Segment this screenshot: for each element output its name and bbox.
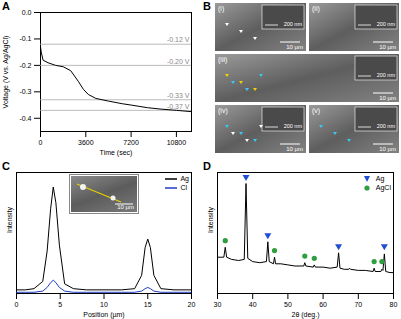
- svg-text:-0.1: -0.1: [19, 35, 31, 42]
- html-text:AgCl: AgCl: [375, 184, 391, 191]
- svg-text:(iii): (iii): [218, 56, 227, 64]
- svg-text:(v): (v): [312, 107, 320, 115]
- svg-text:200 nm: 200 nm: [377, 72, 396, 78]
- svg-text:-0.2: -0.2: [19, 62, 31, 69]
- html-text:10 µm: 10 µm: [117, 204, 134, 210]
- svg-text:200 nm: 200 nm: [284, 123, 303, 129]
- svg-text:60: 60: [319, 301, 327, 308]
- html-text:A: A: [2, 0, 10, 12]
- svg-text:0: 0: [39, 139, 43, 146]
- svg-text:40: 40: [249, 301, 257, 308]
- svg-text:10 µm: 10 µm: [379, 95, 396, 101]
- svg-text:10 µm: 10 µm: [286, 146, 303, 152]
- svg-text:-0.12 V: -0.12 V: [167, 36, 190, 43]
- svg-text:Voltage (V vs. Ag/AgCl): Voltage (V vs. Ag/AgCl): [2, 36, 10, 109]
- html-text:Ag: Ag: [180, 175, 189, 182]
- html-text:Cl: Cl: [180, 184, 188, 191]
- svg-text:30: 30: [214, 301, 222, 308]
- svg-text:-0.4: -0.4: [19, 115, 31, 122]
- svg-text:(ii): (ii): [312, 5, 320, 13]
- html-text:C: C: [2, 160, 10, 172]
- svg-text:200 nm: 200 nm: [377, 21, 396, 27]
- svg-text:-0.37 V: -0.37 V: [167, 103, 190, 110]
- svg-text:10 µm: 10 µm: [286, 44, 303, 50]
- svg-text:7200: 7200: [123, 139, 139, 146]
- svg-text:70: 70: [354, 301, 362, 308]
- svg-text:10800: 10800: [167, 139, 187, 146]
- svg-text:10 µm: 10 µm: [379, 44, 396, 50]
- svg-text:-0.20 V: -0.20 V: [167, 58, 190, 65]
- svg-text:Intensity: Intensity: [6, 206, 14, 233]
- svg-text:-0.3: -0.3: [19, 88, 31, 95]
- svg-text:200 nm: 200 nm: [284, 21, 303, 27]
- svg-text:80: 80: [390, 301, 398, 308]
- svg-text:20: 20: [188, 301, 196, 308]
- svg-text:0: 0: [15, 301, 19, 308]
- svg-text:0.0: 0.0: [22, 9, 32, 16]
- svg-text:15: 15: [144, 301, 152, 308]
- svg-text:(iv): (iv): [218, 107, 228, 115]
- svg-text:2θ (deg.): 2θ (deg.): [291, 311, 319, 319]
- svg-text:3600: 3600: [78, 139, 94, 146]
- svg-text:(i): (i): [218, 5, 224, 13]
- svg-text:200 nm: 200 nm: [377, 123, 396, 129]
- svg-text:Time (sec): Time (sec): [100, 149, 133, 157]
- html-text:B: B: [203, 0, 211, 12]
- svg-text:-0.33 V: -0.33 V: [167, 92, 190, 99]
- html-text:D: D: [203, 160, 211, 172]
- svg-text:5: 5: [58, 301, 62, 308]
- svg-text:Position (µm): Position (µm): [83, 311, 124, 319]
- svg-text:Intensity: Intensity: [207, 206, 215, 233]
- svg-text:10: 10: [100, 301, 108, 308]
- html-text:Ag: Ag: [375, 175, 385, 182]
- svg-text:50: 50: [284, 301, 292, 308]
- svg-text:10 µm: 10 µm: [379, 146, 396, 152]
